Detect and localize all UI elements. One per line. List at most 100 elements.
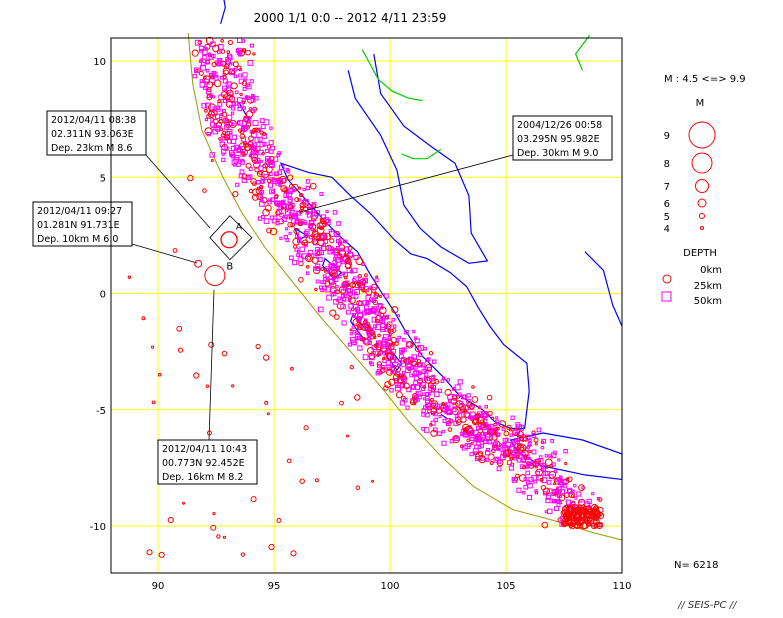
epicenter-deep — [296, 249, 301, 254]
epicenter-shallow — [521, 465, 527, 470]
epicenter-deep — [332, 260, 338, 265]
epicenter-deep — [385, 360, 391, 366]
epicenter-shallow — [416, 359, 421, 364]
epicenter-shallow — [382, 357, 386, 361]
epicenter-shallow — [378, 294, 382, 298]
epicenter-deep — [553, 469, 558, 474]
epicenter-deep — [526, 495, 533, 501]
coastline — [584, 251, 623, 327]
epicenter-deep — [413, 375, 420, 381]
epicenter-shallow — [309, 223, 317, 231]
callout-box — [32, 201, 133, 247]
epicenter-deep — [521, 451, 526, 457]
epicenter-deep — [574, 496, 578, 500]
epicenter-shallow — [284, 189, 288, 193]
depth-50km-symbol — [661, 291, 672, 302]
epicenter-deep — [401, 362, 406, 368]
epicenter-deep — [305, 179, 311, 184]
epicenter-deep — [304, 229, 310, 235]
epicenter-deep — [287, 197, 293, 203]
epicenter-deep — [554, 506, 559, 512]
epicenter-deep — [250, 149, 257, 155]
epicenter-shallow — [570, 494, 575, 499]
epicenter-shallow — [361, 288, 366, 293]
epicenter-shallow — [447, 427, 453, 432]
epicenter-shallow — [193, 372, 200, 379]
epicenter-deep — [208, 54, 212, 57]
epicenter-shallow — [361, 323, 370, 332]
epicenter-deep — [418, 382, 423, 386]
epicenter-deep — [458, 401, 463, 406]
epicenter-shallow — [590, 510, 597, 517]
epicenter-shallow — [311, 257, 319, 264]
epicenter-deep — [341, 259, 346, 265]
epicenter-shallow — [216, 534, 221, 539]
epicenter-shallow — [403, 382, 410, 389]
epicenter-shallow — [475, 452, 484, 460]
epicenter-shallow — [516, 444, 525, 452]
epicenter-shallow — [396, 375, 405, 384]
epicenter-shallow — [172, 248, 178, 253]
epicenter-deep — [495, 419, 500, 424]
epicenter-shallow — [516, 454, 520, 458]
epicenter-deep — [409, 373, 414, 378]
epicenter-deep — [320, 280, 324, 284]
epicenter-shallow — [493, 431, 497, 435]
epicenter-deep — [341, 271, 346, 276]
epicenter-deep — [444, 405, 450, 411]
epicenter-deep — [473, 444, 479, 450]
epicenter-shallow — [244, 143, 252, 151]
epicenter-shallow — [450, 398, 458, 405]
epicenter-deep — [304, 222, 308, 226]
epicenter-deep — [438, 415, 442, 419]
epicenter-deep — [427, 386, 433, 392]
epicenter-deep — [500, 454, 506, 461]
epicenter-shallow — [503, 449, 512, 458]
epicenter-shallow — [355, 485, 361, 491]
epicenter-shallow — [464, 425, 473, 434]
epicenter-deep — [212, 95, 216, 99]
epicenter-deep — [304, 244, 308, 248]
epicenter-shallow — [533, 437, 539, 443]
epicenter-deep — [441, 429, 445, 434]
epicenter-deep — [466, 393, 471, 398]
epicenter-deep — [444, 410, 448, 414]
epicenter-shallow — [357, 326, 362, 331]
epicenter-deep — [351, 313, 356, 318]
epicenter-deep — [234, 90, 239, 95]
epicenter-shallow — [534, 442, 538, 446]
epicenter-shallow — [372, 299, 378, 306]
epicenter-deep — [241, 177, 248, 183]
depth-0km-symbol — [662, 274, 672, 284]
epicenter-shallow — [176, 325, 183, 332]
epicenter-deep — [362, 338, 369, 344]
epicenter-deep — [457, 392, 462, 397]
epicenter-shallow — [334, 289, 340, 295]
magnitude-legend-label: 7 — [664, 182, 670, 193]
epicenter-deep — [369, 285, 373, 289]
epicenter-deep — [373, 294, 378, 300]
epicenter-shallow — [463, 409, 467, 413]
epicenter-shallow — [344, 262, 352, 270]
epicenter-shallow — [210, 524, 217, 531]
y-tick-label: -10 — [90, 522, 106, 533]
epicenter-deep — [349, 332, 353, 336]
epicenter-deep — [544, 454, 549, 458]
epicenter-deep — [544, 510, 548, 514]
epicenter-deep — [346, 288, 352, 293]
y-tick-label: 0 — [100, 290, 106, 301]
epicenter-shallow — [298, 186, 302, 190]
x-tick-label: 90 — [152, 581, 165, 592]
epicenter-deep — [215, 113, 221, 119]
epicenter-deep — [335, 298, 339, 302]
epicenter-deep — [377, 340, 383, 346]
epicenter-shallow — [374, 318, 380, 324]
epicenter-deep — [258, 127, 262, 131]
epicenter-shallow — [311, 203, 317, 209]
epicenter-deep — [275, 171, 280, 176]
epicenter-deep — [525, 470, 531, 476]
epicenter-shallow — [264, 400, 269, 405]
epicenter-deep — [319, 285, 324, 290]
epicenter-deep — [248, 144, 255, 150]
